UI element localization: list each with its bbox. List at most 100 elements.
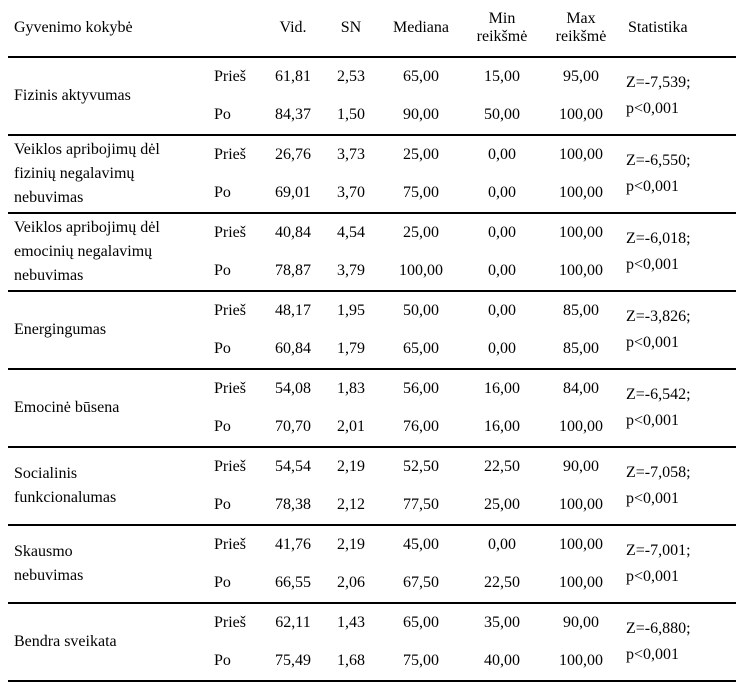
mean-value: 70,70 [275,418,311,435]
header-min: Min reikšmė [476,10,528,45]
statistic-value: Z=-6,542; p<0,001 [626,386,691,429]
header-row: Gyvenimo kokybė Vid. SN Mediana Min reik… [8,0,736,57]
mean-value: 66,55 [275,574,311,591]
header-sd: SN [340,19,362,36]
statistic-value: Z=-7,001; p<0,001 [626,542,691,585]
table-row: Po 60,84 1,79 65,00 0,00 85,00 [8,330,736,369]
quality-of-life-table: Gyvenimo kokybė Vid. SN Mediana Min reik… [8,0,736,682]
header-statistic: Statistika [628,19,688,36]
table-row: Energingumas Prieš 48,17 1,95 50,00 0,00… [8,291,736,351]
max-value: 100,00 [559,184,603,201]
mean-value: 26,76 [275,146,311,163]
group-veiklos-apribojimu-fiziniu: Veiklos apribojimų dėl fizinių negalavim… [8,135,736,213]
min-value: 40,00 [484,652,520,669]
max-value: 95,00 [563,68,599,85]
sd-value: 1,68 [337,652,365,669]
table-row: Veiklos apribojimų dėl emocinių negalavi… [8,213,736,284]
sd-value: 1,95 [337,302,365,319]
period-after: Po [214,106,231,123]
period-after: Po [214,262,231,279]
table-row: Emocinė būsena Prieš 54,08 1,83 56,00 16… [8,369,736,429]
table-row: Fizinis aktyvumas Prieš 61,81 2,53 65,00… [8,57,736,117]
min-value: 50,00 [484,106,520,123]
sd-value: 2,06 [337,574,365,591]
table-row: Po 75,49 1,68 75,00 40,00 100,00 [8,642,736,681]
row-label: Veiklos apribojimų dėl fizinių negalavim… [14,141,160,206]
sd-value: 1,79 [337,340,365,357]
row-label: Energingumas [14,321,107,338]
period-after: Po [214,418,231,435]
statistic-value: Z=-6,880; p<0,001 [626,620,691,663]
mean-value: 84,37 [275,106,311,123]
sd-value: 1,43 [337,614,365,631]
median-value: 67,50 [403,574,439,591]
min-value: 25,00 [484,496,520,513]
max-value: 100,00 [559,652,603,669]
min-value: 35,00 [484,614,520,631]
sd-value: 1,83 [337,380,365,397]
sd-value: 3,79 [337,262,365,279]
max-value: 100,00 [559,262,603,279]
min-value: 0,00 [488,302,516,319]
header-quality: Gyvenimo kokybė [14,19,133,36]
max-value: 100,00 [559,224,603,241]
min-value: 0,00 [488,262,516,279]
table-row: Po 70,70 2,01 76,00 16,00 100,00 [8,408,736,447]
mean-value: 60,84 [275,340,311,357]
sd-value: 2,53 [337,68,365,85]
row-label: Skausmo nebuvimas [14,543,84,584]
sd-value: 1,50 [337,106,365,123]
group-energingumas: Energingumas Prieš 48,17 1,95 50,00 0,00… [8,291,736,369]
min-value: 16,00 [484,380,520,397]
period-before: Prieš [214,614,246,631]
max-value: 85,00 [563,302,599,319]
max-value: 84,00 [563,380,599,397]
mean-value: 78,38 [275,496,311,513]
statistic-value: Z=-6,018; p<0,001 [626,230,691,273]
min-value: 22,50 [484,574,520,591]
sd-value: 2,19 [337,458,365,475]
median-value: 25,00 [403,146,439,163]
median-value: 56,00 [403,380,439,397]
table-row: Po 69,01 3,70 75,00 0,00 100,00 [8,174,736,213]
header-period-spacer [208,0,262,57]
table-row: Po 78,87 3,79 100,00 0,00 100,00 [8,252,736,291]
sd-value: 4,54 [337,224,365,241]
max-value: 85,00 [563,340,599,357]
row-label: Fizinis aktyvumas [14,87,131,104]
table-header: Gyvenimo kokybė Vid. SN Mediana Min reik… [8,0,736,57]
table-row: Bendra sveikata Prieš 62,11 1,43 65,00 3… [8,603,736,663]
median-value: 65,00 [403,340,439,357]
sd-value: 2,01 [337,418,365,435]
row-label: Socialinis funkcionalumas [14,465,117,506]
period-before: Prieš [214,68,246,85]
header-mean: Vid. [279,19,307,36]
median-value: 90,00 [403,106,439,123]
statistic-value: Z=-7,539; p<0,001 [626,74,691,117]
median-value: 65,00 [403,68,439,85]
median-value: 50,00 [403,302,439,319]
period-after: Po [214,652,231,669]
max-value: 100,00 [559,418,603,435]
mean-value: 41,76 [275,536,311,553]
median-value: 65,00 [403,614,439,631]
max-value: 100,00 [559,106,603,123]
table-row: Po 78,38 2,12 77,50 25,00 100,00 [8,486,736,525]
statistic-value: Z=-3,826; p<0,001 [626,308,691,351]
median-value: 75,00 [403,652,439,669]
median-value: 100,00 [399,262,443,279]
table-row: Po 84,37 1,50 90,00 50,00 100,00 [8,96,736,135]
max-value: 100,00 [559,496,603,513]
max-value: 90,00 [563,614,599,631]
table-row: Veiklos apribojimų dėl fizinių negalavim… [8,135,736,206]
group-socialinis-funkcionalumas: Socialinis funkcionalumas Prieš 54,54 2,… [8,447,736,525]
table-row: Po 66,55 2,06 67,50 22,50 100,00 [8,564,736,603]
group-fizinis-aktyvumas: Fizinis aktyvumas Prieš 61,81 2,53 65,00… [8,57,736,135]
statistic-value: Z=-7,058; p<0,001 [626,464,691,507]
mean-value: 54,54 [275,458,311,475]
sd-value: 3,70 [337,184,365,201]
max-value: 100,00 [559,574,603,591]
mean-value: 61,81 [275,68,311,85]
min-value: 16,00 [484,418,520,435]
